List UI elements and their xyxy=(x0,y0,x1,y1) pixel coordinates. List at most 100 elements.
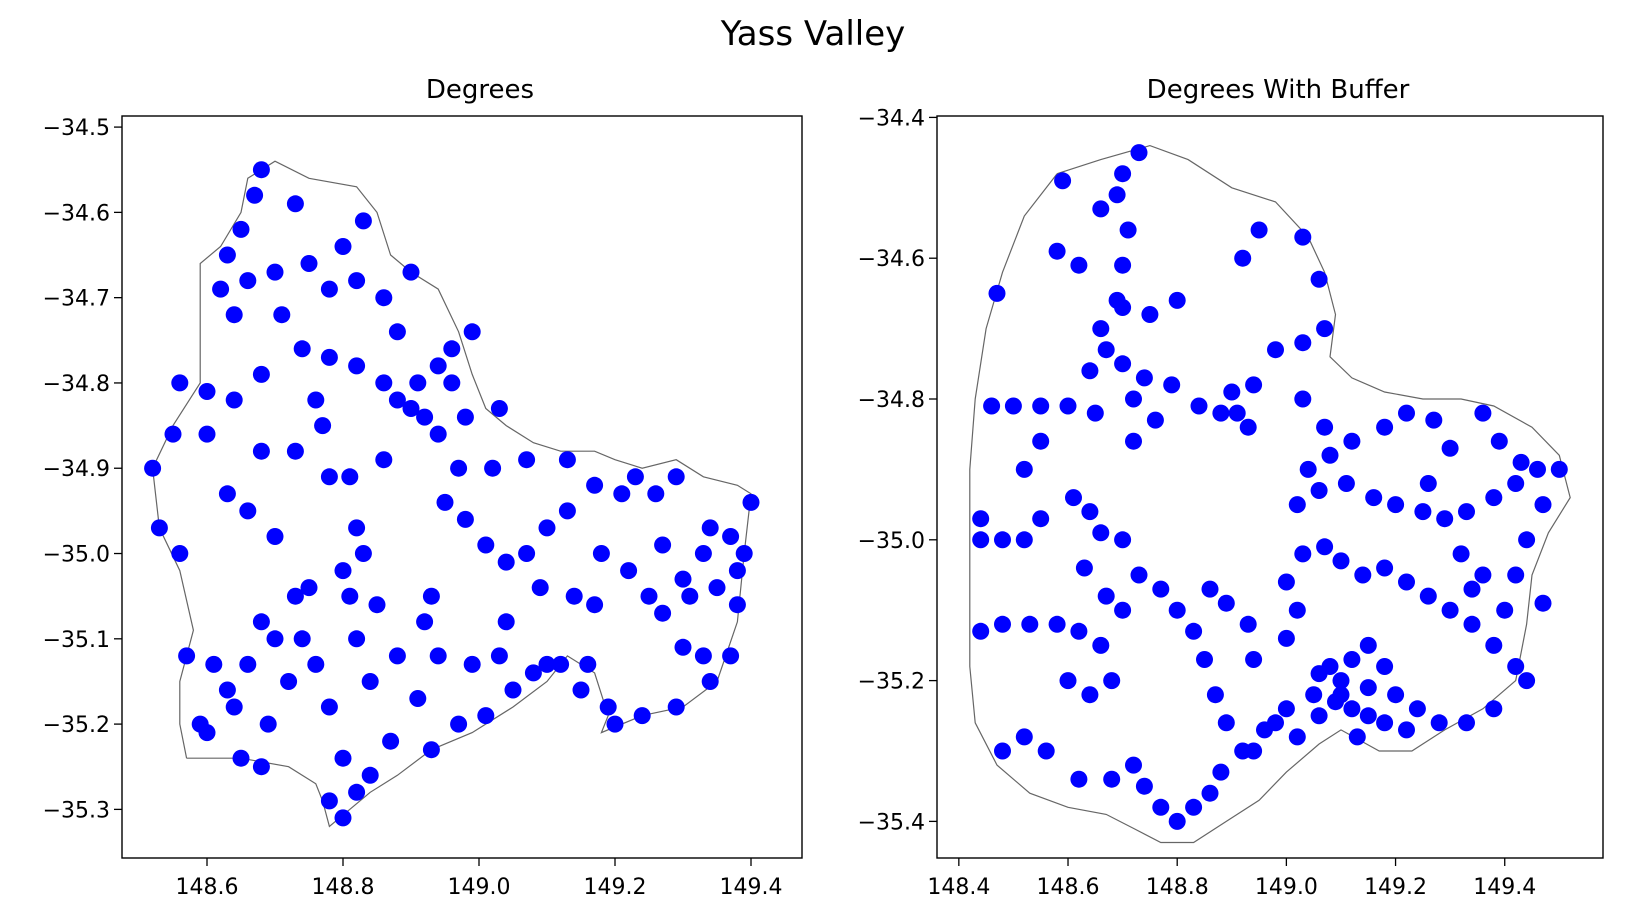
point xyxy=(1359,679,1377,697)
point xyxy=(983,397,1001,415)
point xyxy=(198,383,216,400)
point xyxy=(1267,714,1284,732)
point xyxy=(361,673,379,690)
point xyxy=(1070,256,1088,274)
point xyxy=(388,391,406,409)
point xyxy=(1277,700,1295,718)
point xyxy=(497,553,515,571)
point xyxy=(1299,460,1317,478)
point xyxy=(1185,622,1203,640)
point xyxy=(1059,672,1077,690)
point xyxy=(1294,390,1312,408)
point xyxy=(1316,538,1334,556)
point xyxy=(402,400,420,417)
point xyxy=(994,742,1011,760)
y-tick-label: −34.8 xyxy=(43,372,110,397)
point xyxy=(348,630,366,648)
point xyxy=(436,493,454,511)
point xyxy=(382,732,400,750)
point xyxy=(1316,320,1334,338)
point xyxy=(1507,658,1525,675)
point xyxy=(1081,503,1099,521)
point xyxy=(1070,770,1088,788)
point xyxy=(1490,432,1508,450)
point xyxy=(1294,334,1312,352)
point xyxy=(239,502,257,520)
point xyxy=(252,365,270,383)
point xyxy=(252,442,270,460)
point xyxy=(1332,672,1350,690)
point xyxy=(1103,672,1121,690)
point xyxy=(293,630,311,648)
x-tick-label: 149.2 xyxy=(584,875,647,900)
map-panel-degrees-with-buffer: Degrees With Buffer −34.4 −34.6 −34.8 −35.0… xyxy=(858,75,1604,900)
map-panel-degrees: Degrees −34.5−34.6−34.7−34.8−34.9−35.0−3… xyxy=(43,75,803,900)
point xyxy=(1152,798,1170,816)
y-tick-label: −34.5 xyxy=(43,116,110,141)
point xyxy=(735,545,753,562)
point xyxy=(252,758,270,776)
point xyxy=(300,579,318,597)
point xyxy=(293,340,311,358)
point xyxy=(1239,615,1257,633)
y-tick-label: −34.6 xyxy=(858,247,925,272)
point xyxy=(592,545,610,562)
point xyxy=(1065,489,1082,507)
point xyxy=(1135,777,1153,795)
point xyxy=(368,596,386,614)
point xyxy=(1294,228,1312,246)
point xyxy=(994,531,1011,549)
point xyxy=(218,485,236,503)
point xyxy=(388,323,406,341)
point xyxy=(334,809,352,827)
point xyxy=(477,536,495,554)
point xyxy=(348,357,366,375)
point xyxy=(667,468,685,486)
point xyxy=(1146,411,1164,429)
point xyxy=(1387,686,1405,704)
point xyxy=(640,587,658,605)
point xyxy=(701,673,719,690)
point xyxy=(1359,707,1377,725)
point xyxy=(334,562,352,580)
point xyxy=(620,562,638,580)
point xyxy=(1114,256,1132,274)
y-tick-label: −34.6 xyxy=(43,201,110,226)
point xyxy=(531,579,549,597)
x-tick-label: 149.0 xyxy=(1255,875,1318,900)
point xyxy=(1037,742,1055,760)
point xyxy=(463,323,481,341)
point xyxy=(429,425,447,443)
point xyxy=(320,698,338,716)
point xyxy=(1365,489,1383,507)
point xyxy=(1267,341,1284,359)
point xyxy=(565,587,583,605)
point xyxy=(1097,341,1115,359)
point xyxy=(524,664,542,682)
x-tick-label: 148.8 xyxy=(1146,875,1209,900)
point xyxy=(164,425,182,443)
point xyxy=(1419,587,1437,605)
point xyxy=(1534,594,1552,612)
point xyxy=(694,545,712,562)
point xyxy=(1518,672,1536,690)
point xyxy=(416,613,434,631)
point xyxy=(1518,531,1536,549)
x-tick-label: 149.2 xyxy=(1364,875,1427,900)
buffer-boundary xyxy=(969,144,1571,844)
point xyxy=(443,340,461,358)
point xyxy=(1217,714,1235,732)
point xyxy=(1277,573,1295,591)
y-tick-label: −34.7 xyxy=(43,287,110,312)
point xyxy=(1196,651,1213,668)
point xyxy=(307,655,325,673)
point xyxy=(1359,636,1377,654)
point xyxy=(1310,270,1328,288)
point xyxy=(579,655,597,673)
point xyxy=(416,408,434,426)
point xyxy=(1245,376,1263,394)
point xyxy=(654,536,672,554)
point xyxy=(972,622,990,640)
point xyxy=(266,630,284,648)
